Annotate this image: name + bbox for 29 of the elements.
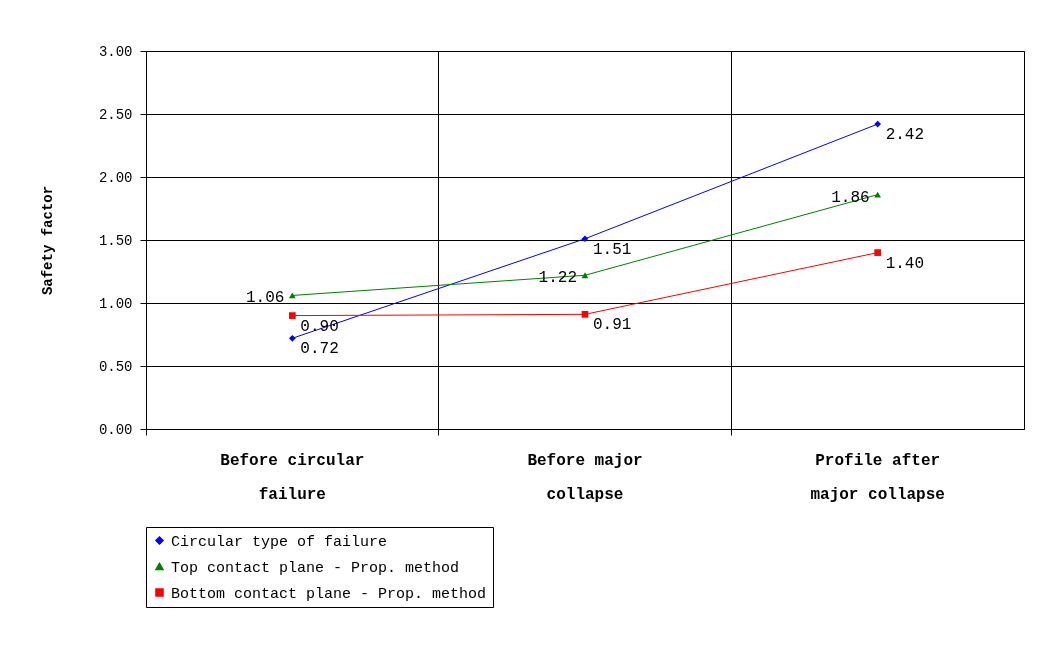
legend-label: Circular type of failure [171, 533, 388, 551]
data-label: 1.40 [885, 254, 925, 273]
data-label: 1.86 [831, 188, 870, 207]
y-tick-label: 3.00 [98, 43, 133, 60]
y-tick-label: 0.00 [98, 421, 133, 438]
y-tick-label: 2.50 [98, 106, 133, 123]
point [581, 272, 589, 279]
y-tick-label: 1.50 [98, 232, 133, 249]
y-tick-label: 2.00 [98, 169, 133, 186]
legend-label: Top contact plane - Prop. method [171, 559, 460, 577]
data-label: 1.06 [245, 289, 285, 308]
x-tick-label: Before major collapse [527, 451, 643, 504]
legend-label: Bottom contact plane - Prop. method [171, 585, 487, 603]
point [874, 191, 882, 198]
x-tick-label: Before circular failure [220, 451, 365, 504]
point [874, 249, 882, 256]
point [288, 312, 296, 319]
data-label: 0.91 [593, 316, 632, 335]
x-tick-label: Profile after major collapse [810, 451, 945, 504]
point [581, 310, 589, 318]
y-axis-title: Safety factor [39, 185, 56, 296]
point [581, 235, 589, 243]
data-label: 1.51 [593, 240, 632, 259]
point [288, 334, 296, 342]
data-label: 0.72 [300, 340, 339, 359]
data-label: 2.42 [885, 126, 925, 145]
y-tick-label: 1.00 [98, 295, 133, 312]
point [874, 120, 882, 128]
y-tick-label: 0.50 [98, 358, 133, 375]
